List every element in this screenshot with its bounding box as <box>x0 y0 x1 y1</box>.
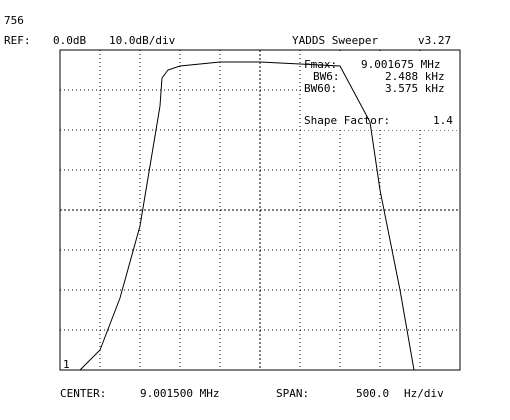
bw60-label: BW60: <box>304 82 338 95</box>
span-label: SPAN: <box>276 387 310 400</box>
scale-value: 10.0dB/div <box>109 34 176 47</box>
bw60-value: 3.575 kHz <box>385 82 445 95</box>
fmax-value: 9.001675 MHz <box>361 58 441 71</box>
app-title: YADDS Sweeper <box>292 34 379 47</box>
frequency-response-trace <box>79 61 460 371</box>
plot-grid <box>60 50 460 370</box>
sweep-number: 756 <box>4 14 24 27</box>
shape-factor-label: Shape Factor: <box>304 114 391 127</box>
bw6-value: 2.488 kHz <box>385 70 445 83</box>
shape-factor-value: 1.4 <box>433 114 453 127</box>
ref-label: REF: <box>4 34 31 47</box>
app-version: v3.27 <box>418 34 452 47</box>
span-value: 500.0 <box>356 387 390 400</box>
bw6-label: BW6: <box>313 70 340 83</box>
center-label: CENTER: <box>60 387 107 400</box>
marker-label: 1 <box>63 358 70 371</box>
ref-value: 0.0dB <box>53 34 87 47</box>
center-value: 9.001500 MHz <box>140 387 220 400</box>
plot-frame <box>59 49 461 371</box>
fmax-label: Fmax: <box>304 58 338 71</box>
span-unit: Hz/div <box>404 387 444 400</box>
